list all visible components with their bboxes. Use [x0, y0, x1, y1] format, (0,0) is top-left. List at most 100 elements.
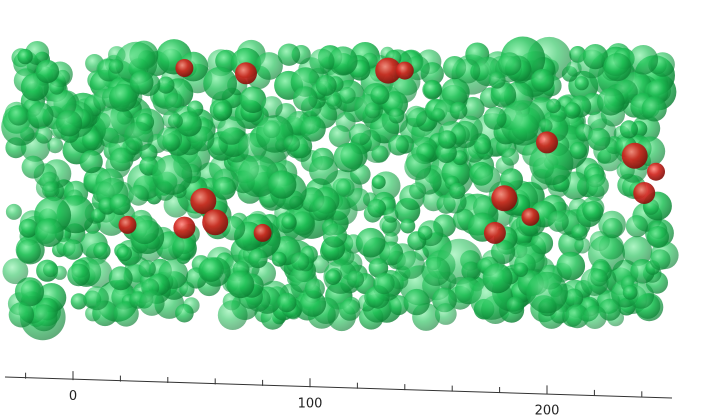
green-particle	[290, 252, 310, 271]
green-particle	[333, 142, 363, 173]
green-particle	[42, 181, 60, 199]
green-particle	[300, 116, 326, 142]
green-particle	[116, 245, 132, 262]
green-particle	[628, 45, 659, 75]
green-particle	[292, 86, 318, 111]
green-particle	[70, 293, 87, 310]
red-particle	[633, 182, 656, 204]
green-particle	[93, 242, 111, 260]
green-particle	[156, 126, 183, 152]
green-particle	[421, 256, 451, 286]
green-particle	[379, 241, 404, 266]
green-particle	[322, 223, 348, 248]
green-particle	[17, 48, 33, 65]
green-particle	[441, 78, 470, 107]
green-particle	[491, 239, 516, 264]
green-particle	[506, 296, 525, 315]
green-particle	[409, 182, 427, 200]
x-tick-label: 200	[535, 403, 560, 418]
green-particle	[603, 53, 632, 82]
red-particle	[253, 223, 272, 242]
green-particle	[108, 59, 124, 74]
green-particle	[326, 94, 343, 110]
green-particle	[569, 141, 587, 160]
green-particle	[35, 126, 53, 144]
x-axis: 0 100 200	[4, 371, 673, 418]
green-particle	[30, 304, 58, 332]
green-particle	[175, 303, 194, 323]
green-particle	[346, 270, 365, 288]
green-particle	[21, 155, 45, 179]
green-particle	[268, 170, 297, 199]
green-particle	[325, 269, 341, 285]
green-particle	[597, 88, 625, 116]
red-particle	[483, 221, 506, 244]
green-particle	[271, 251, 287, 267]
green-particle	[565, 304, 590, 329]
green-particle	[16, 239, 41, 264]
red-particle	[536, 131, 558, 154]
green-particle	[490, 82, 517, 108]
green-particle	[472, 164, 501, 193]
green-particle	[335, 178, 355, 198]
green-particle	[8, 104, 29, 126]
green-particle	[348, 123, 371, 146]
green-particle	[582, 44, 608, 70]
green-particle	[417, 225, 433, 241]
green-particle	[35, 59, 60, 84]
green-particle	[501, 148, 520, 166]
green-particle	[109, 83, 138, 112]
green-particle	[277, 292, 297, 313]
green-particle	[43, 262, 58, 278]
green-particle	[422, 79, 443, 100]
green-particle	[590, 268, 608, 287]
green-particle	[619, 120, 639, 139]
green-particle	[455, 58, 481, 84]
green-particle	[538, 118, 553, 133]
green-particle	[217, 116, 246, 145]
green-particle	[396, 250, 425, 279]
green-particle	[449, 182, 466, 200]
green-particle	[388, 107, 405, 124]
green-particle	[383, 207, 399, 223]
green-particle	[403, 288, 430, 316]
green-particle	[212, 101, 232, 121]
green-particle	[649, 249, 671, 270]
green-particle	[367, 198, 387, 218]
green-particle	[277, 43, 301, 66]
green-particle	[346, 187, 370, 212]
red-particle	[621, 142, 648, 169]
green-particle	[83, 258, 113, 288]
green-particle	[500, 100, 546, 146]
green-particle	[167, 113, 183, 129]
green-particle	[438, 130, 457, 149]
green-particle	[583, 305, 607, 330]
green-particle	[84, 286, 109, 311]
green-particle	[55, 110, 83, 137]
green-particle	[255, 52, 283, 80]
green-particle	[14, 277, 45, 307]
green-particle	[47, 137, 64, 154]
green-particle	[373, 272, 395, 295]
green-particle	[309, 48, 335, 74]
green-particle	[355, 227, 386, 258]
green-particle	[641, 96, 667, 122]
green-particle	[212, 176, 236, 200]
green-particle	[226, 270, 255, 299]
green-particle	[18, 218, 38, 238]
red-particle	[647, 162, 665, 181]
green-particle	[248, 248, 268, 269]
red-particle	[202, 209, 229, 236]
green-particle	[647, 226, 669, 248]
green-particle	[388, 134, 409, 156]
green-particle	[483, 106, 507, 130]
green-particle	[304, 278, 325, 299]
x-tick-label: 100	[298, 396, 323, 411]
green-particle	[113, 301, 139, 327]
green-particle	[203, 66, 238, 101]
green-particle	[526, 271, 568, 314]
green-particle	[8, 302, 35, 328]
green-particle	[404, 153, 432, 181]
green-particle	[400, 218, 416, 234]
green-particle	[622, 285, 638, 300]
